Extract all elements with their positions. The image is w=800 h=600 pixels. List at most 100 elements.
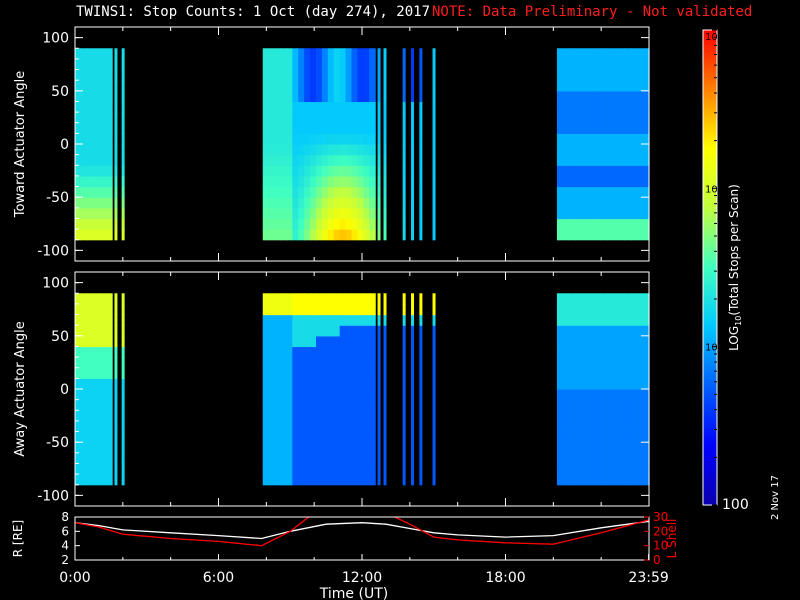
heatmap-cell bbox=[333, 431, 341, 443]
heatmap-cell bbox=[411, 346, 415, 358]
heatmap-cell bbox=[402, 186, 406, 198]
heatmap-cell bbox=[268, 452, 276, 465]
heatmap-cell bbox=[411, 154, 415, 166]
heatmap-cell bbox=[286, 58, 293, 71]
heatmap-cell bbox=[93, 474, 101, 486]
heatmap-cell bbox=[581, 144, 589, 156]
heatmap-cell bbox=[298, 357, 305, 369]
heatmap-cell bbox=[642, 410, 650, 422]
heatmap-cell bbox=[369, 122, 376, 134]
heatmap-cell bbox=[402, 69, 406, 81]
heatmap-cell bbox=[636, 431, 644, 443]
heatmap-cell bbox=[351, 186, 359, 198]
heatmap-cell bbox=[274, 442, 282, 454]
heatmap-cell bbox=[363, 165, 370, 177]
heatmap-cell bbox=[587, 165, 595, 177]
heatmap-cell bbox=[292, 101, 299, 113]
heatmap-cell bbox=[587, 207, 595, 220]
heatmap-cell bbox=[310, 420, 317, 433]
heatmap-cell bbox=[268, 293, 276, 305]
heatmap-cell bbox=[327, 420, 335, 433]
heatmap-cell bbox=[612, 48, 619, 60]
heatmap-cell bbox=[575, 133, 583, 145]
heatmap-cell bbox=[612, 399, 619, 411]
chart-title-line: TWINS1: Stop Counts: 1 Oct (day 274), 20… bbox=[0, 4, 800, 28]
heatmap-cell bbox=[363, 154, 370, 166]
heatmap-cell bbox=[121, 399, 125, 411]
heatmap-cell bbox=[593, 207, 601, 220]
heatmap-cell bbox=[587, 293, 595, 305]
heatmap-cell bbox=[587, 133, 595, 145]
heatmap-cell bbox=[581, 122, 589, 134]
heatmap-cell bbox=[333, 197, 341, 209]
heatmap-cell bbox=[87, 101, 95, 113]
heatmap-cell bbox=[315, 175, 323, 188]
heatmap-cell bbox=[262, 154, 270, 166]
heatmap-cell bbox=[377, 48, 381, 60]
heatmap-cell bbox=[298, 48, 305, 60]
heatmap-cell bbox=[262, 293, 270, 305]
heatmap-cell bbox=[363, 90, 370, 103]
heatmap-cell bbox=[292, 463, 299, 475]
heatmap-cell bbox=[310, 229, 317, 241]
heatmap-cell bbox=[99, 175, 107, 188]
heatmap-cell bbox=[105, 463, 113, 475]
heatmap-cell bbox=[587, 335, 595, 348]
heatmap-cell bbox=[357, 357, 364, 369]
heatmap-cell bbox=[286, 335, 293, 348]
heatmap-cell bbox=[575, 335, 583, 348]
heatmap-cell bbox=[369, 314, 376, 326]
heatmap-cell bbox=[274, 122, 282, 134]
heatmap-cell bbox=[612, 442, 619, 454]
heatmap-cell bbox=[321, 175, 329, 188]
heatmap-cell bbox=[556, 197, 564, 209]
heatmap-cell bbox=[581, 389, 589, 401]
heatmap-cell bbox=[351, 69, 359, 81]
heatmap-cell bbox=[599, 186, 607, 198]
heatmap-cell bbox=[99, 410, 107, 422]
heatmap-cell bbox=[369, 346, 376, 358]
heatmap-cell bbox=[563, 90, 570, 103]
heatmap-cell bbox=[327, 293, 335, 305]
heatmap-cell bbox=[377, 154, 381, 166]
heatmap-cell bbox=[121, 474, 125, 486]
heatmap-cell bbox=[339, 325, 347, 337]
heatmap-cell bbox=[402, 399, 406, 411]
heatmap-cell bbox=[402, 463, 406, 475]
heatmap-cell bbox=[581, 420, 589, 433]
heatmap-cell bbox=[411, 175, 415, 188]
heatmap-cell bbox=[93, 452, 101, 465]
heatmap-cell bbox=[327, 442, 335, 454]
heatmap-cell bbox=[262, 389, 270, 401]
heatmap-cell bbox=[411, 399, 415, 411]
heatmap-cell bbox=[298, 122, 305, 134]
heatmap-cell bbox=[286, 303, 293, 316]
heatmap-cell bbox=[432, 463, 436, 475]
heatmap-cell bbox=[599, 154, 607, 166]
heatmap-cell bbox=[87, 69, 95, 81]
heatmap-cell bbox=[93, 463, 101, 475]
heatmap-cell bbox=[280, 367, 288, 379]
heatmap-cell bbox=[315, 357, 323, 369]
heatmap-cell bbox=[593, 165, 601, 177]
heatmap-cell bbox=[315, 186, 323, 198]
y-tick-label: -50 bbox=[46, 190, 69, 206]
heatmap-cell bbox=[99, 58, 107, 71]
heatmap-cell bbox=[556, 154, 564, 166]
heatmap-cell bbox=[606, 346, 613, 358]
heatmap-cell bbox=[357, 90, 364, 103]
heatmap-cell bbox=[292, 144, 299, 156]
heatmap-cell bbox=[114, 101, 118, 113]
heatmap-cell bbox=[280, 420, 288, 433]
heatmap-cell bbox=[642, 218, 650, 230]
heatmap-cell bbox=[599, 218, 607, 230]
heatmap-cell bbox=[606, 133, 613, 145]
heatmap-cell bbox=[339, 378, 347, 390]
heatmap-cell bbox=[310, 90, 317, 103]
x-tick-label: 6:00 bbox=[203, 570, 234, 586]
heatmap-cell bbox=[581, 112, 589, 124]
heatmap-cell bbox=[612, 112, 619, 124]
heatmap-cell bbox=[642, 197, 650, 209]
heatmap-cell bbox=[630, 325, 638, 337]
heatmap-cell bbox=[642, 335, 650, 348]
